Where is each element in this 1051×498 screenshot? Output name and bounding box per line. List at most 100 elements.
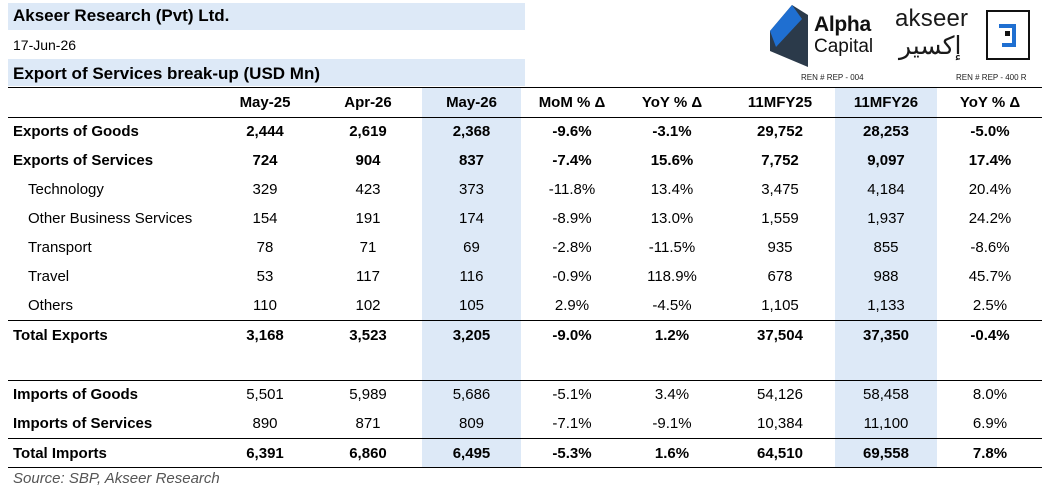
table-cell: 329 (252, 181, 278, 198)
row-label: Technology (28, 181, 104, 198)
table-cell: -7.4% (552, 152, 592, 169)
table-cell: 13.4% (650, 181, 694, 198)
table-cell: 4,184 (867, 181, 905, 198)
table-cell: 988 (873, 268, 899, 285)
table-cell: -9.1% (652, 415, 692, 432)
table-cell: 13.0% (650, 210, 694, 227)
table-cell: 871 (355, 415, 381, 432)
column-header: MoM % Δ (538, 94, 606, 111)
table-cell: 2,619 (349, 123, 387, 140)
table-cell: 6.9% (972, 415, 1008, 432)
table-row: Technology 329 423 373 -11.8% 13.4% 3,47… (0, 175, 1051, 204)
capital-logo-word: Capital (814, 36, 874, 57)
report-date: 17-Jun-26 (13, 37, 77, 53)
table-row: Travel 53 117 116 -0.9% 118.9% 678 988 4… (0, 262, 1051, 291)
table-cell: 3,475 (761, 181, 799, 198)
row-label: Total Exports (13, 327, 108, 344)
table-cell: 15.6% (650, 152, 694, 169)
table-cell: 1,559 (761, 210, 799, 227)
table-cell: 855 (873, 239, 899, 256)
akseer-logo-word: akseer (895, 5, 969, 32)
table-cell: 724 (252, 152, 278, 169)
table-cell: 6,495 (452, 445, 491, 462)
header-band (8, 3, 525, 30)
table-row: Exports of Goods 2,444 2,619 2,368 -9.6%… (0, 117, 1051, 146)
table-cell: 24.2% (968, 210, 1012, 227)
table-cell: 6,860 (349, 445, 387, 462)
title-band (8, 59, 525, 86)
table-cell: -9.6% (552, 123, 592, 140)
table-cell: 69,558 (863, 445, 909, 462)
table-cell: 64,510 (757, 445, 803, 462)
source-note: Source: SBP, Akseer Research (13, 470, 220, 487)
table-cell: 54,126 (757, 386, 803, 403)
table-cell: -3.1% (652, 123, 692, 140)
table-cell: 809 (458, 415, 485, 432)
table-cell: -9.0% (552, 327, 592, 344)
table-cell: 890 (252, 415, 278, 432)
table-cell: -2.8% (552, 239, 592, 256)
exports-total-rule (8, 320, 1042, 321)
table-row: Imports of Goods 5,501 5,989 5,686 -5.1%… (0, 380, 1051, 409)
table-cell: 28,253 (863, 123, 909, 140)
table-cell: 3,205 (452, 327, 491, 344)
row-label: Travel (28, 268, 70, 285)
table-cell: 1.6% (654, 445, 690, 462)
table-cell: 11,100 (863, 415, 909, 432)
table-cell: 10,384 (757, 415, 803, 432)
table-cell: 118.9% (647, 268, 697, 285)
table-cell: 105 (458, 297, 485, 314)
table-cell: 102 (355, 297, 381, 314)
imports-top-rule (8, 380, 1042, 381)
table-cell: -0.9% (552, 268, 592, 285)
table-row: Other Business Services 154 191 174 -8.9… (0, 204, 1051, 233)
table-cell: 8.0% (972, 386, 1008, 403)
table-cell: 1,105 (761, 297, 799, 314)
table-header-row: May-25 Apr-26 May-26 MoM % Δ YoY % Δ 11M… (0, 88, 1051, 117)
table-cell: 678 (767, 268, 793, 285)
table-cell: 1,937 (867, 210, 905, 227)
company-name: Akseer Research (Pvt) Ltd. (13, 6, 230, 25)
table-cell: 1.2% (654, 327, 690, 344)
table-cell: 71 (359, 239, 377, 256)
table-cell: -8.6% (970, 239, 1010, 256)
table-cell: 5,501 (246, 386, 284, 403)
alpha-logo-icon (770, 5, 808, 67)
alpha-capital-logo: Alpha Capital (768, 5, 883, 67)
table-cell: 2,368 (452, 123, 491, 140)
table-cell: -4.5% (652, 297, 692, 314)
row-label: Other Business Services (28, 210, 193, 227)
table-cell: -11.5% (648, 239, 696, 256)
akseer-emblem-icon (986, 10, 1030, 60)
table-cell: 9,097 (867, 152, 905, 169)
table-cell: 7.8% (972, 445, 1008, 462)
table-cell: 191 (355, 210, 381, 227)
table-cell: 904 (355, 152, 381, 169)
highlight-column-11mfy26 (835, 88, 937, 468)
table-cell: -5.3% (552, 445, 592, 462)
table-cell: 117 (356, 268, 380, 285)
table-title: Export of Services break-up (USD Mn) (13, 64, 321, 83)
akseer-logo-arabic: إكسير (899, 32, 962, 60)
table-cell: 37,504 (757, 327, 803, 344)
table-cell: 174 (458, 210, 485, 227)
table-cell: -7.1% (552, 415, 592, 432)
table-bottom-rule (8, 467, 1042, 468)
row-label: Total Imports (13, 445, 107, 462)
column-header: YoY % Δ (959, 94, 1021, 111)
table-cell: -5.0% (970, 123, 1010, 140)
table-cell: 29,752 (757, 123, 803, 140)
table-row: Total Imports 6,391 6,860 6,495 -5.3% 1.… (0, 439, 1051, 468)
table-cell: 58,458 (863, 386, 909, 403)
table-cell: 6,391 (246, 445, 284, 462)
row-label: Exports of Goods (13, 123, 139, 140)
akseer-registration-number: REN # REP - 400 R (956, 73, 1027, 82)
row-label: Imports of Services (13, 415, 153, 432)
column-header: 11MFY26 (853, 94, 919, 111)
table-cell: 7,752 (761, 152, 799, 169)
table-cell: 110 (253, 297, 277, 314)
table-cell: 423 (355, 181, 381, 198)
table-cell: 154 (252, 210, 278, 227)
table-cell: 3.4% (654, 386, 690, 403)
row-label: Imports of Goods (13, 386, 138, 403)
